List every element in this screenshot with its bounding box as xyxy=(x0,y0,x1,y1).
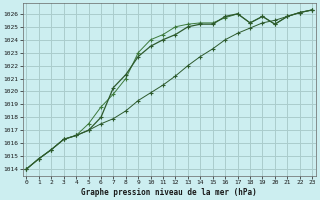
X-axis label: Graphe pression niveau de la mer (hPa): Graphe pression niveau de la mer (hPa) xyxy=(81,188,257,197)
